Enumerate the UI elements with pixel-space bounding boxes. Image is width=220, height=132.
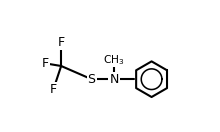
Text: N: N bbox=[109, 73, 119, 86]
Text: CH$_3$: CH$_3$ bbox=[103, 53, 125, 67]
Text: F: F bbox=[58, 36, 65, 49]
Text: F: F bbox=[50, 83, 57, 96]
Text: F: F bbox=[42, 57, 49, 70]
Text: S: S bbox=[88, 73, 95, 86]
